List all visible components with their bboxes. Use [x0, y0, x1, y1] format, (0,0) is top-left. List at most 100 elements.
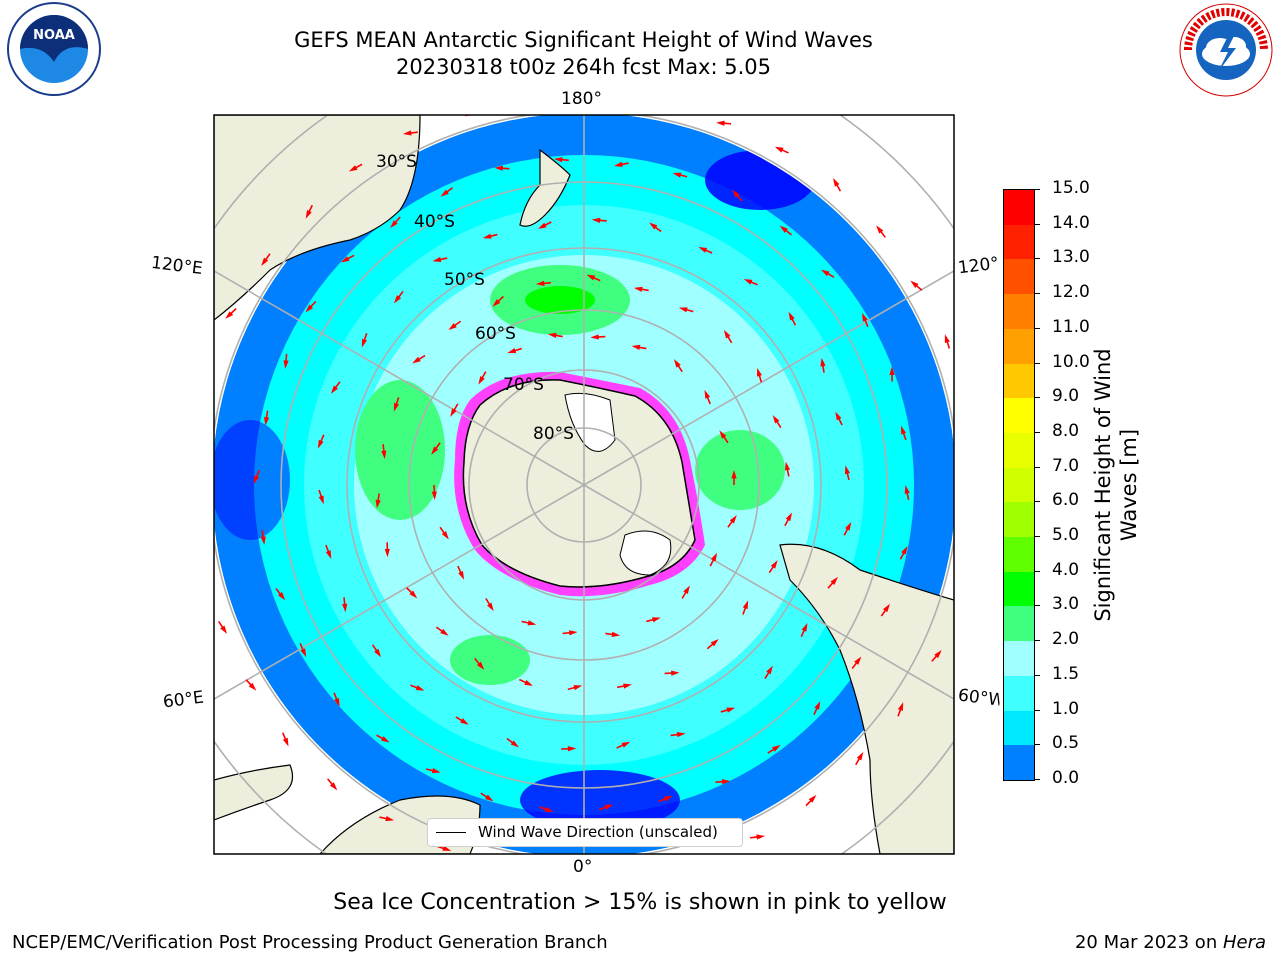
wave-low-patch-3: [214, 420, 290, 540]
map-frame-border: [213, 114, 955, 855]
lat-label-50s: 50°S: [444, 270, 485, 290]
wave-arrow-head: [900, 425, 907, 435]
colorbar-tick-mark: [1034, 744, 1040, 746]
wave-arrow-head: [719, 430, 727, 439]
colorbar-segment: [1004, 294, 1034, 330]
wave-arrow-head: [883, 603, 890, 613]
wave-arrow-head: [487, 602, 494, 612]
colorbar-tick-mark: [1034, 258, 1040, 260]
colorbar-segment: [1004, 224, 1034, 260]
wave-arrow-head: [261, 257, 269, 266]
footer-branch: NCEP/EMC/Verification Post Processing Pr…: [12, 932, 608, 953]
wave-arrow-head: [801, 623, 808, 632]
wave-arrow-head: [757, 367, 763, 377]
wave-arrow-head: [432, 256, 442, 263]
wave-arrow-head: [196, 437, 201, 446]
wave-arrow-head: [904, 485, 910, 494]
wave-arrow-head: [729, 515, 737, 524]
wave-arrow-head: [772, 415, 780, 424]
wave-arrow-head: [478, 376, 485, 385]
lon-label-0: 0°: [573, 857, 593, 877]
wave-arrow-head: [611, 631, 621, 637]
wave-arrow-head: [862, 312, 868, 322]
wave-arrow-head: [208, 374, 213, 383]
noaa-logo: NOAA: [7, 2, 101, 96]
wave-arrow-head: [305, 210, 312, 219]
noaa-logo-text: NOAA: [33, 28, 75, 43]
wave-arrow-head: [390, 220, 398, 229]
wave-arrow-head: [527, 97, 536, 103]
wave-arrow-head: [663, 796, 673, 802]
wave-arrow-head: [633, 286, 643, 292]
wave-arrow-head: [393, 295, 402, 304]
wave-arrow-shaft: [209, 368, 212, 380]
wave-arrow-head: [527, 620, 537, 626]
wave-arrow-head: [678, 307, 688, 313]
wave-arrow-head: [348, 165, 358, 172]
colorbar-tick-mark: [1034, 501, 1040, 503]
colorbar-tick-label: 13.0: [1052, 247, 1090, 268]
wave-arrow-head: [476, 661, 485, 670]
chart-title: GEFS MEAN Antarctic Significant Height o…: [294, 28, 873, 52]
colorbar-segment: [1004, 363, 1034, 399]
wave-arrow-head: [723, 329, 731, 339]
wave-arrow-head: [656, 98, 665, 104]
wave-arrow-shaft: [659, 100, 670, 105]
colorbar-segment: [1004, 745, 1034, 781]
wave-arrow-head: [361, 338, 368, 348]
wave-patch-indian: [355, 380, 445, 520]
colorbar-tick-label: 2.0: [1052, 629, 1080, 650]
wave-arrow-head: [604, 804, 614, 810]
wave-arrow-head: [683, 585, 690, 595]
colorbar-segment: [1004, 606, 1034, 642]
wave-arrow-head: [448, 322, 457, 330]
colorbar-segment: [1004, 537, 1034, 573]
colorbar-segment: [1004, 710, 1034, 746]
colorbar-tick-label: 15.0: [1052, 178, 1090, 198]
wave-arrow-shaft: [193, 495, 195, 507]
wave-arrow-head: [253, 475, 260, 485]
colorbar-tick-mark: [1034, 570, 1040, 572]
colorbar-segment: [1004, 259, 1034, 295]
wave-arrow-head: [375, 499, 381, 509]
colorbar-tick-label: 0.5: [1052, 733, 1080, 754]
colorbar-tick-mark: [1034, 779, 1040, 780]
wave-arrow-head: [374, 648, 381, 658]
wave-arrow-head: [573, 685, 583, 691]
wave-arrow-shaft: [690, 858, 702, 860]
wave-low-patch-2: [520, 770, 680, 830]
colorbar-tick-label: 0.0: [1052, 768, 1080, 788]
wave-arrow-head: [856, 751, 864, 761]
wave-arrow-head: [191, 502, 196, 511]
ronne-ice-shelf: [619, 530, 672, 576]
wave-arrow-head: [544, 806, 554, 812]
wave-arrow-head: [198, 566, 203, 575]
colorbar-tick-mark: [1034, 362, 1040, 364]
colorbar-tick-label: 3.0: [1052, 594, 1080, 615]
colorbar-segment: [1004, 467, 1034, 503]
colorbar-segment: [1004, 675, 1034, 712]
wave-arrow-head: [264, 416, 270, 426]
wave-arrow-head: [820, 357, 826, 367]
wave-arrow-head: [510, 740, 519, 748]
wave-arrow-head: [621, 741, 631, 748]
colorbar-segment: [1004, 641, 1034, 677]
wave-arrow-head: [652, 617, 661, 623]
colorbar-tick-label: 10.0: [1052, 351, 1090, 372]
colorbar-tick-mark: [1034, 466, 1040, 468]
sea-ice-note: Sea Ice Concentration > 15% is shown in …: [333, 890, 947, 915]
wave-arrow-head: [944, 334, 950, 344]
wave-arrow-head: [482, 233, 492, 239]
colorbar-tick-mark: [1034, 293, 1040, 295]
wave-arrow-head: [568, 630, 578, 636]
wave-arrow-head: [393, 402, 400, 412]
wave-arrow-head: [726, 707, 736, 713]
wave-arrow-head: [876, 225, 884, 234]
wave-arrow-head: [567, 746, 577, 752]
wave-arrow-head: [623, 683, 632, 689]
wave-arrow-head: [704, 390, 711, 399]
colorbar-segment: [1004, 398, 1034, 434]
wave-arrow-head: [260, 536, 266, 545]
wave-arrow-head: [889, 366, 895, 375]
wave-arrow-head: [970, 460, 975, 469]
